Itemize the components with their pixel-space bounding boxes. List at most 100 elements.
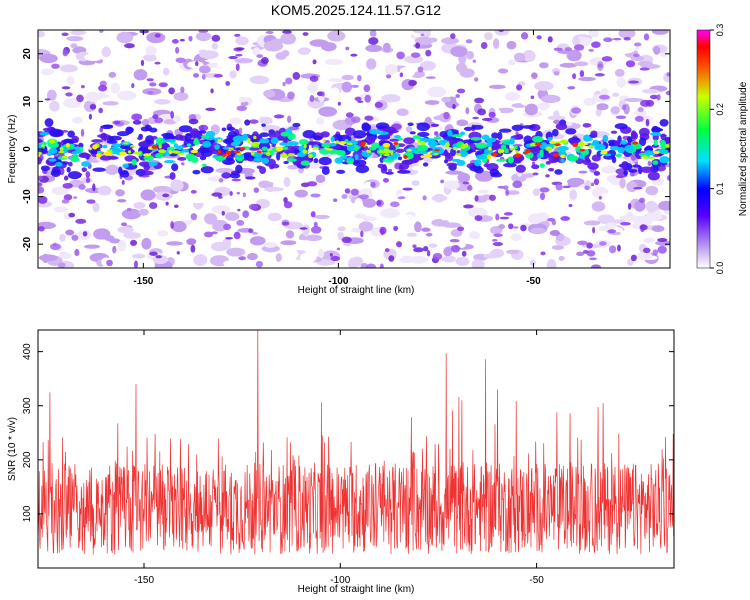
spectrogram-speckle: [465, 42, 482, 52]
spectrogram-speckle: [195, 31, 212, 42]
spectrogram-speckle: [267, 212, 282, 222]
spectrogram-blob: [313, 221, 318, 228]
spectrogram-blob: [49, 243, 61, 251]
spectrogram-blob: [410, 52, 421, 58]
spectrogram-band-blob: [615, 153, 623, 158]
spectrogram-blob: [508, 223, 514, 230]
spectrogram-blob: [351, 84, 359, 88]
spectrogram-band-blob: [513, 145, 518, 150]
spectrogram-peak-blob: [151, 145, 158, 149]
spectrogram-blob: [474, 215, 483, 221]
snr-y-tick-label: 200: [22, 451, 33, 468]
spectrogram-peak-blob: [360, 141, 366, 145]
spectrogram-speckle: [444, 180, 460, 190]
spectrogram-peak-blob: [228, 147, 234, 150]
spectrogram-blob: [124, 43, 135, 49]
spectrogram-band-blob: [626, 136, 633, 143]
spectrogram-blob: [380, 228, 385, 235]
spectrogram-speckle: [371, 79, 391, 84]
spectrogram-speckle: [117, 240, 127, 252]
spectrogram-band-blob: [611, 156, 617, 164]
spectrogram-speckle: [456, 239, 467, 249]
spectrogram-speckle: [280, 240, 297, 246]
spectrogram-blob: [623, 37, 631, 41]
spectrogram-peak-blob: [653, 150, 660, 155]
spectrogram-blob: [617, 244, 621, 252]
spectrogram-band-blob: [355, 164, 370, 174]
spectrogram-band-blob: [78, 153, 91, 159]
spectrogram-blob: [592, 226, 596, 234]
spectrogram-speckle: [263, 186, 284, 192]
spectrogram-peak-blob: [335, 140, 340, 144]
spectrogram-band-blob: [591, 154, 601, 162]
colorbar-tick-label: 0.3: [715, 24, 725, 37]
spectrogram-speckle: [634, 200, 646, 212]
spectrogram-speckle: [411, 165, 427, 171]
spectrogram-band-blob: [234, 153, 245, 158]
spectrogram-blob: [376, 200, 382, 206]
spectrogram-speckle: [114, 103, 134, 113]
spectrogram-band-blob: [545, 161, 551, 165]
spectrogram-blob: [211, 192, 223, 197]
spectrogram-band-blob: [328, 142, 337, 147]
spectrogram-blob: [549, 230, 560, 237]
spectrogram-y-tick-label: 10: [22, 95, 33, 107]
spectrogram-band-blob: [555, 122, 568, 131]
spectrogram-band-blob: [221, 127, 227, 132]
spectrogram-blob: [597, 63, 604, 68]
spectrogram-blob: [639, 67, 650, 71]
spectrogram-speckle: [506, 40, 517, 50]
spectrogram-band-blob: [81, 161, 91, 167]
spectrogram-speckle: [166, 241, 183, 246]
spectrogram-band-blob: [199, 155, 207, 161]
spectrogram-peak-blob: [534, 142, 542, 146]
spectrogram-band-blob: [137, 136, 143, 141]
spectrogram-peak-blob: [88, 147, 92, 151]
spectrogram-blob: [547, 217, 556, 222]
spectrogram-speckle: [635, 251, 653, 261]
spectrogram-blob: [449, 239, 460, 243]
colorbar-ticks: 0.0 0.1 0.2 0.3: [710, 24, 725, 274]
spectrogram-speckle: [600, 193, 610, 198]
spectrogram-peak-blob: [59, 147, 64, 152]
spectrogram-blob: [98, 84, 108, 92]
spectrogram-blob: [337, 101, 341, 106]
spectrogram-band-blob: [330, 136, 335, 143]
spectrogram-blob: [410, 80, 418, 86]
spectrogram-speckle: [547, 115, 566, 121]
spectrogram-peak-blob: [346, 142, 353, 146]
spectrogram-peak-blob: [287, 153, 295, 157]
spectrogram-peak-blob: [143, 153, 151, 157]
spectrogram-speckle: [441, 96, 451, 103]
spectrogram-peak-blob: [267, 148, 272, 151]
spectrogram-peak-blob: [560, 139, 568, 144]
spectrogram-band-blob: [193, 139, 200, 146]
spectrogram-peak-blob: [217, 149, 222, 154]
spectrogram-peak-blob: [190, 149, 198, 154]
spectrogram-blob: [472, 116, 479, 120]
spectrogram-blob: [126, 207, 132, 212]
spectrogram-blob: [53, 242, 57, 247]
spectrogram-blob: [61, 199, 70, 204]
spectrogram-blob: [229, 191, 233, 196]
spectrogram-blob: [572, 73, 577, 80]
spectrogram-blob: [195, 61, 199, 67]
spectrogram-speckle: [85, 91, 101, 103]
spectrogram-blob: [265, 31, 274, 34]
spectrogram-band-blob: [256, 165, 263, 169]
spectrogram-speckle: [105, 164, 120, 175]
spectrogram-blob: [190, 189, 197, 194]
spectrogram-band-blob: [55, 161, 63, 167]
spectrogram-blob: [412, 244, 417, 248]
spectrogram-blob: [205, 107, 216, 112]
spectrogram-blob: [213, 73, 223, 78]
spectrogram-blob: [283, 201, 293, 209]
spectrogram-peak-blob: [545, 146, 553, 152]
spectrogram-peak-blob: [92, 144, 98, 150]
spectrogram-blob: [80, 128, 85, 137]
spectrogram-blob: [38, 175, 43, 181]
spectrogram-speckle: [280, 32, 296, 45]
spectrogram-blob: [656, 94, 661, 101]
spectrogram-band-blob: [428, 140, 439, 147]
spectrogram-blob: [85, 177, 91, 183]
